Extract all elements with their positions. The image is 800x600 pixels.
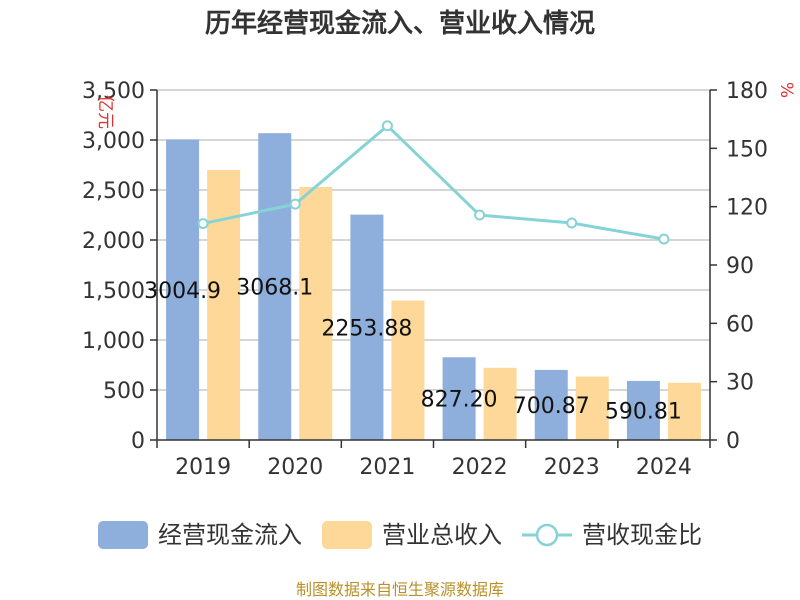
ratio-point — [289, 198, 301, 210]
axes — [150, 89, 717, 448]
y-right-tick-label: 60 — [726, 312, 754, 337]
y-right-tick-label: 180 — [726, 79, 768, 104]
bar-revenue — [483, 367, 517, 440]
ratio-point — [566, 217, 578, 229]
x-tick-label: 2019 — [175, 455, 231, 480]
y-right-tick-label: 150 — [726, 137, 768, 162]
chart-title: 历年经营现金流入、营业收入情况 — [205, 8, 595, 39]
y-left-tick-label: 3,000 — [82, 129, 145, 154]
y-left-tick-label: 1,500 — [82, 279, 145, 304]
legend: 经营现金流入 营业总收入 营收现金比 — [98, 521, 702, 549]
data-label: 700.87 — [513, 394, 590, 419]
source-note: 制图数据来自恒生聚源数据库 — [296, 580, 504, 599]
ratio-point — [474, 209, 486, 221]
x-tick-label: 2023 — [544, 455, 600, 480]
data-label: 2253.88 — [321, 316, 412, 341]
y-right-tick-label: 30 — [726, 371, 754, 396]
bar-cash-inflow — [626, 380, 660, 440]
legend-swatch-revenue — [322, 521, 372, 549]
bar-revenue — [667, 382, 701, 440]
bar-revenue — [391, 300, 425, 440]
bar-cash-inflow — [350, 214, 384, 440]
ratio-point — [197, 218, 209, 230]
data-label: 3068.1 — [236, 276, 313, 301]
x-tick-label: 2024 — [636, 455, 692, 480]
bar-cash-inflow — [258, 133, 292, 440]
bars — [166, 133, 701, 440]
y-left-tick-label: 500 — [103, 379, 145, 404]
ratio-line — [202, 123, 665, 241]
y-right-tick-label: 120 — [726, 196, 768, 221]
data-label: 3004.9 — [144, 279, 221, 304]
y-right-tick-label: 90 — [726, 254, 754, 279]
data-label: 590.81 — [605, 399, 682, 424]
bar-revenue — [207, 170, 241, 440]
data-label: 827.20 — [421, 388, 498, 413]
legend-label-revenue: 营业总收入 — [382, 521, 502, 549]
grid — [157, 89, 710, 391]
bar-cash-inflow — [534, 369, 568, 440]
y-left-tick-label: 0 — [131, 429, 145, 454]
ratio-point — [658, 233, 670, 245]
y-right-unit: % — [776, 82, 796, 98]
y-left-tick-label: 1,000 — [82, 329, 145, 354]
data-labels: 3004.9 3068.1 2253.88 827.20 700.87 590.81 — [144, 276, 682, 425]
x-tick-label: 2022 — [452, 455, 508, 480]
y-right-tick-label: 0 — [726, 429, 740, 454]
tick-labels: 0 500 1,000 1,500 2,000 2,500 3,000 3,500 0 30 60 9… — [82, 79, 768, 480]
legend-label-ratio: 营收现金比 — [582, 521, 702, 549]
y-left-tick-label: 2,500 — [82, 179, 145, 204]
bar-revenue — [299, 187, 333, 440]
x-tick-label: 2021 — [359, 455, 415, 480]
y-left-tick-label: 3,500 — [82, 79, 145, 104]
bar-cash-inflow — [166, 139, 200, 440]
bar-revenue — [575, 376, 609, 440]
legend-marker-ratio — [535, 523, 559, 547]
y-left-tick-label: 2,000 — [82, 229, 145, 254]
line-series — [197, 120, 670, 245]
ratio-point — [381, 120, 393, 132]
legend-swatch-cash-inflow — [98, 521, 148, 549]
bar-cash-inflow — [442, 357, 476, 440]
x-tick-label: 2020 — [267, 455, 323, 480]
legend-label-cash-inflow: 经营现金流入 — [158, 521, 302, 549]
y-left-unit: 亿元 — [95, 95, 115, 129]
